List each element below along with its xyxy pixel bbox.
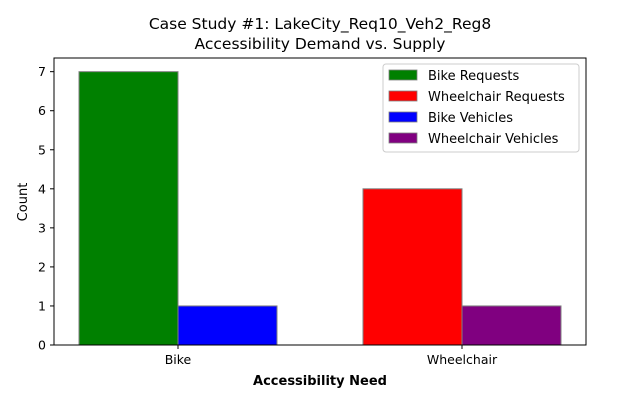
legend-swatch — [388, 132, 418, 144]
legend-swatch — [388, 69, 418, 81]
plot-area: 0 1 2 3 4 5 6 7 Bike Wheelchair Bike Requests Wheel… — [38, 57, 587, 367]
legend-swatch — [388, 90, 418, 102]
x-axis-label: Accessibility Need — [253, 374, 387, 389]
chart-title-line2: Accessibility Demand vs. Supply — [195, 35, 446, 53]
y-tick-label: 4 — [38, 181, 46, 196]
legend-label: Bike Requests — [428, 69, 520, 84]
y-axis-label: Count — [16, 183, 31, 222]
y-tick-label: 6 — [38, 103, 46, 118]
axes-frame — [53, 57, 587, 346]
y-tick-label: 1 — [38, 298, 46, 313]
bar-bike-vehicles — [177, 305, 278, 346]
legend-swatch — [388, 111, 418, 123]
bar-wheelchair-requests — [362, 188, 463, 346]
y-tick-label: 7 — [38, 64, 46, 79]
legend-label: Bike Vehicles — [428, 111, 513, 126]
y-tick-label: 0 — [38, 338, 46, 353]
legend-box — [382, 63, 580, 153]
y-tick-label: 5 — [38, 142, 46, 157]
chart-title-line1: Case Study #1: LakeCity_Req10_Veh2_Reg8 — [149, 15, 491, 34]
bar-wheelchair-vehicles — [461, 305, 562, 346]
x-tick-label: Wheelchair — [427, 352, 498, 367]
bar-bike-requests — [78, 71, 179, 346]
x-tick-label: Bike — [165, 352, 192, 367]
legend-label: Wheelchair Vehicles — [428, 132, 559, 147]
y-tick-label: 2 — [38, 259, 46, 274]
y-tick-label: 3 — [38, 220, 46, 235]
legend-label: Wheelchair Requests — [428, 90, 565, 105]
